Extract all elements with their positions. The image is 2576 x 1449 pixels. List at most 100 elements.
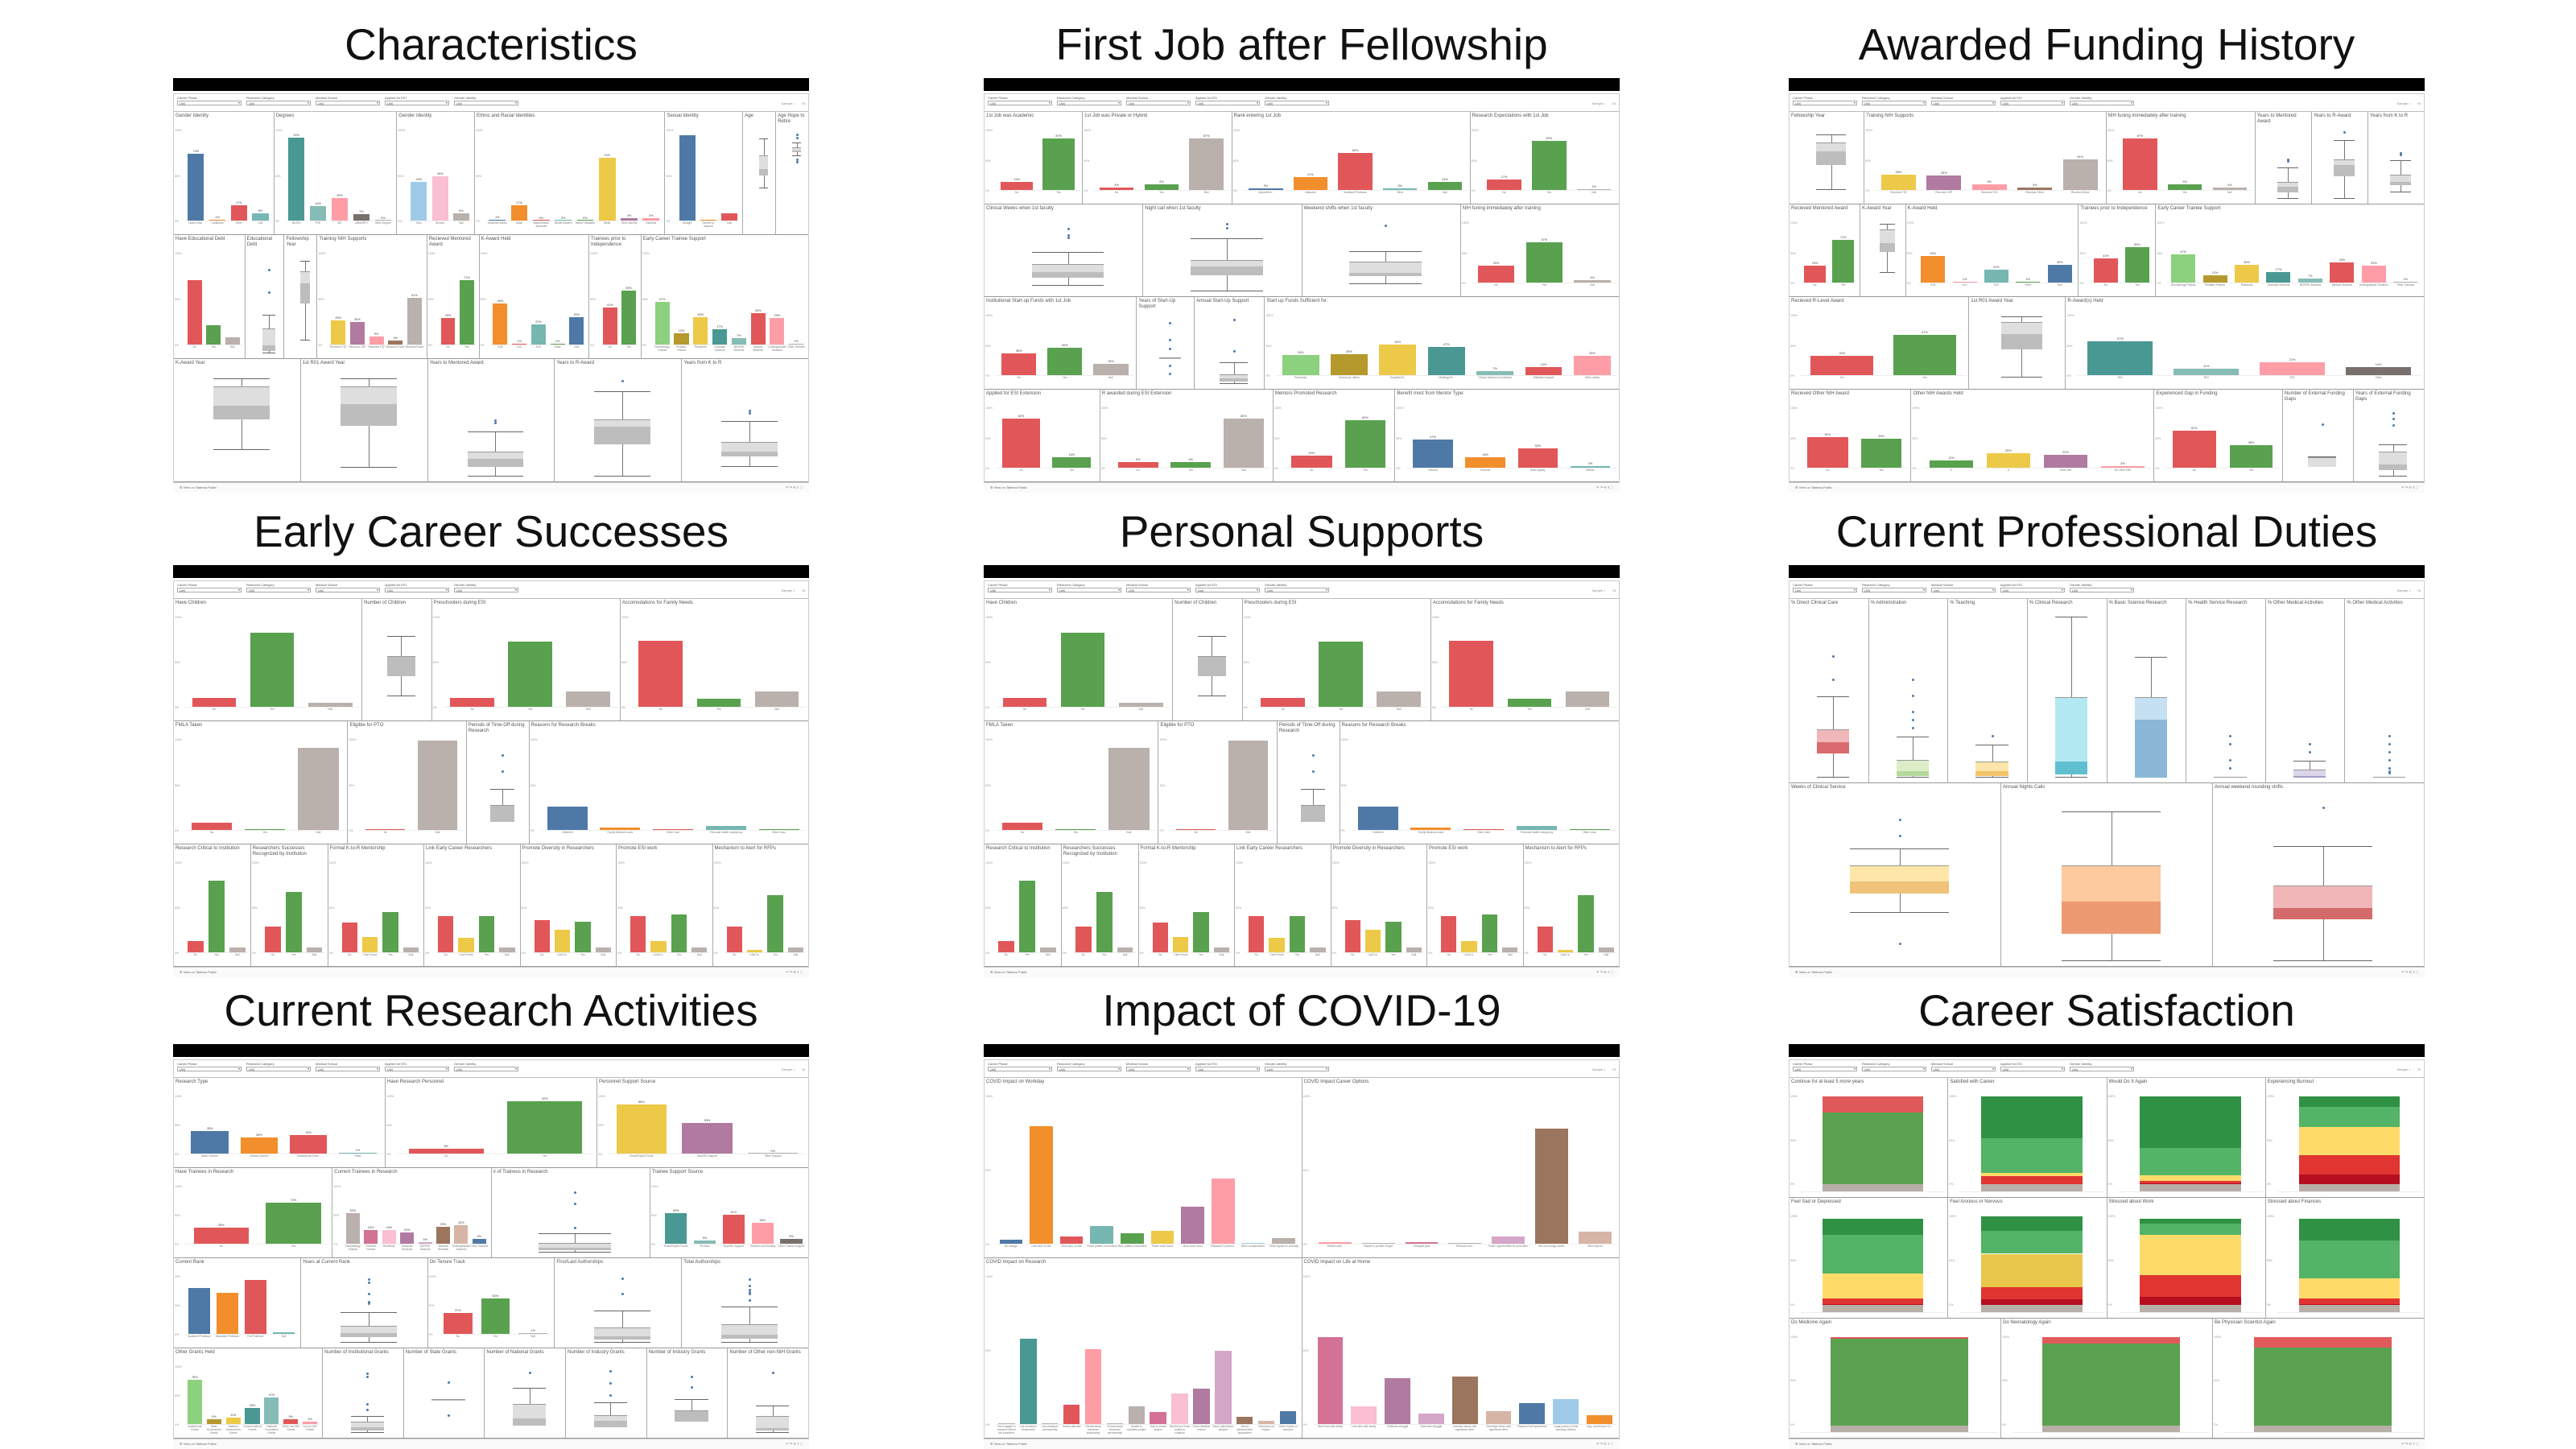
bar[interactable] (1492, 1236, 1525, 1244)
outlier-point[interactable] (2392, 424, 2395, 427)
bar[interactable] (454, 1224, 469, 1244)
bar[interactable] (364, 1229, 378, 1244)
bar[interactable] (621, 291, 636, 345)
filter-applied-for-esi[interactable]: Applied for ESI (All) (2000, 96, 2065, 105)
bar[interactable] (1236, 1416, 1253, 1424)
outlier-point[interactable] (1311, 753, 1315, 757)
bar[interactable] (436, 1227, 450, 1244)
bar[interactable] (1117, 947, 1133, 952)
outlier-point[interactable] (2322, 806, 2325, 809)
outlier-point[interactable] (1911, 679, 1914, 682)
bar[interactable] (2167, 184, 2202, 190)
box-plot[interactable] (374, 617, 429, 716)
box-plot[interactable] (1801, 617, 1866, 778)
bar[interactable] (1502, 947, 1518, 952)
view-on-tableau-link[interactable]: ⚙ View on Tableau Public (180, 1442, 217, 1446)
stack-segment[interactable] (2140, 1305, 2241, 1312)
bar[interactable] (206, 1418, 221, 1424)
bar[interactable] (2266, 272, 2291, 283)
bar[interactable] (566, 691, 611, 708)
stack-segment[interactable] (2140, 1183, 2241, 1184)
bar[interactable] (616, 1104, 667, 1154)
share-icon[interactable]: ⇪ (2412, 1442, 2417, 1446)
bar[interactable] (382, 911, 398, 952)
bar[interactable] (1477, 265, 1515, 283)
bar[interactable] (1121, 1233, 1144, 1244)
bar[interactable] (1319, 642, 1364, 708)
redo-icon[interactable]: ↷ (2405, 485, 2409, 489)
bar[interactable] (252, 213, 269, 221)
filter-dropdown[interactable]: (All) (1265, 101, 1329, 105)
outlier-point[interactable] (749, 1284, 752, 1287)
stack-segment[interactable] (1822, 1298, 1924, 1305)
bar[interactable] (264, 1397, 279, 1424)
bar[interactable] (1465, 456, 1505, 468)
box-plot[interactable] (1872, 223, 1902, 291)
bar[interactable] (512, 343, 527, 345)
outlier-point[interactable] (749, 411, 752, 415)
outlier-point[interactable] (494, 419, 497, 423)
fullscreen-icon[interactable]: ⛶ (800, 1442, 803, 1446)
stack-segment[interactable] (2253, 1347, 2392, 1426)
bar[interactable] (1476, 370, 1514, 375)
outlier-point[interactable] (366, 1402, 369, 1406)
stack-segment[interactable] (2140, 1234, 2241, 1275)
box-plot[interactable] (754, 130, 773, 229)
redo-icon[interactable]: ↷ (1600, 970, 1604, 974)
bar[interactable] (339, 1153, 377, 1154)
box-plot[interactable] (739, 1367, 806, 1433)
stack-segment[interactable] (2140, 1147, 2241, 1176)
bar[interactable] (1525, 367, 1563, 375)
fullscreen-icon[interactable]: ⛶ (2416, 485, 2418, 489)
bar[interactable] (472, 1238, 486, 1244)
filter-medical-school[interactable]: Medical School (All) (1126, 583, 1191, 592)
bar[interactable] (530, 324, 546, 345)
filter-dropdown[interactable]: (All) (1057, 588, 1121, 592)
filter-research-category[interactable]: Research Category (All) (1057, 1062, 1121, 1071)
filter-medical-school[interactable]: Medical School (All) (1126, 96, 1191, 105)
share-icon[interactable]: ⇪ (796, 485, 801, 489)
bar[interactable] (770, 318, 785, 345)
bar[interactable] (407, 298, 422, 345)
filter-dropdown[interactable]: (All) (2000, 588, 2065, 592)
filter-dropdown[interactable]: (All) (2000, 101, 2065, 105)
outlier-point[interactable] (1898, 835, 1901, 838)
bar[interactable] (1001, 182, 1033, 190)
box-plot[interactable] (312, 1277, 425, 1343)
bar[interactable] (264, 926, 281, 952)
bar[interactable] (1176, 828, 1216, 830)
filter-applied-for-esi[interactable]: Applied for ESI (All) (385, 1062, 449, 1071)
footer-link-text[interactable]: View on Tableau Public (993, 1442, 1027, 1446)
filter-gender-identity[interactable]: Gender Identity (All) (454, 96, 518, 105)
stack-segment[interactable] (2140, 1175, 2241, 1182)
bar[interactable] (444, 1312, 473, 1334)
fullscreen-icon[interactable]: ⛶ (1611, 485, 1613, 489)
bar[interactable] (1317, 1337, 1344, 1424)
bar[interactable] (1463, 828, 1505, 830)
bar[interactable] (400, 1232, 415, 1244)
bar[interactable] (1001, 353, 1037, 375)
bar[interactable] (481, 1298, 510, 1334)
bar[interactable] (1517, 826, 1558, 830)
bar[interactable] (1331, 354, 1368, 375)
bar[interactable] (1272, 1237, 1296, 1244)
bar[interactable] (353, 214, 370, 221)
stack-segment[interactable] (2253, 1425, 2392, 1432)
bar[interactable] (1351, 1406, 1377, 1424)
revert-icon[interactable]: ⟲ (793, 485, 797, 489)
outlier-point[interactable] (574, 1191, 577, 1194)
bar[interactable] (2297, 278, 2322, 283)
outlier-point[interactable] (1225, 226, 1228, 229)
bar[interactable] (1282, 354, 1319, 375)
bar[interactable] (345, 1213, 360, 1244)
redo-icon[interactable]: ↷ (2405, 1442, 2409, 1446)
redo-icon[interactable]: ↷ (789, 485, 794, 489)
bar[interactable] (365, 828, 406, 830)
bar[interactable] (417, 741, 457, 830)
stack-segment[interactable] (1822, 1304, 1924, 1306)
box-plot[interactable] (2356, 617, 2421, 778)
stack-segment[interactable] (1981, 1176, 2083, 1184)
bar[interactable] (532, 220, 550, 221)
outlier-point[interactable] (2229, 742, 2232, 745)
bar[interactable] (2172, 431, 2216, 468)
